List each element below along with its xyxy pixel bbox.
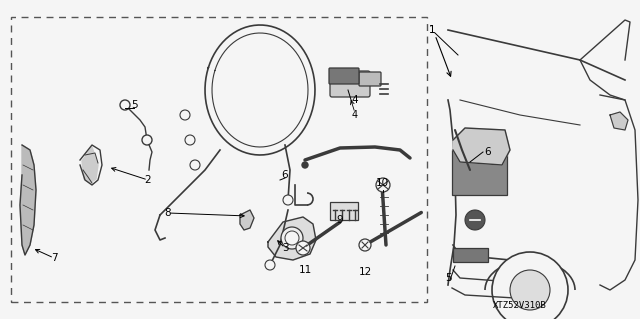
Circle shape	[302, 162, 308, 168]
Circle shape	[492, 252, 568, 319]
FancyBboxPatch shape	[359, 72, 381, 86]
Text: 1: 1	[429, 25, 435, 35]
Circle shape	[142, 135, 152, 145]
Text: 6: 6	[484, 147, 492, 157]
Polygon shape	[268, 217, 316, 260]
Text: 1: 1	[429, 25, 435, 35]
Circle shape	[120, 100, 130, 110]
Polygon shape	[240, 210, 254, 230]
Text: 6: 6	[282, 170, 288, 180]
Polygon shape	[82, 147, 98, 183]
Circle shape	[296, 241, 310, 255]
Ellipse shape	[285, 231, 299, 245]
Text: 2: 2	[145, 175, 151, 185]
Text: 5: 5	[445, 273, 451, 283]
Circle shape	[376, 178, 390, 192]
Circle shape	[185, 135, 195, 145]
Text: 9: 9	[337, 215, 343, 225]
FancyBboxPatch shape	[330, 71, 370, 97]
Text: 4: 4	[352, 110, 358, 120]
Polygon shape	[453, 128, 510, 165]
Text: 5: 5	[131, 100, 138, 110]
Circle shape	[465, 210, 485, 230]
Text: 11: 11	[298, 265, 312, 275]
Text: XTZ52V310B: XTZ52V310B	[493, 300, 547, 309]
Text: 10: 10	[376, 178, 388, 188]
Circle shape	[265, 260, 275, 270]
Ellipse shape	[281, 227, 303, 249]
Circle shape	[510, 270, 550, 310]
Text: 4: 4	[352, 95, 358, 105]
Circle shape	[190, 160, 200, 170]
Text: 8: 8	[164, 208, 172, 218]
Bar	[11, 17, 427, 302]
Bar	[452, 150, 507, 195]
Circle shape	[359, 239, 371, 251]
FancyBboxPatch shape	[330, 202, 358, 220]
Text: 7: 7	[51, 253, 58, 263]
Bar	[453, 248, 488, 262]
Circle shape	[283, 195, 293, 205]
Polygon shape	[610, 112, 628, 130]
Polygon shape	[20, 145, 36, 255]
Text: 3: 3	[282, 243, 288, 253]
Text: 12: 12	[358, 267, 372, 277]
FancyBboxPatch shape	[329, 68, 359, 84]
Circle shape	[180, 110, 190, 120]
